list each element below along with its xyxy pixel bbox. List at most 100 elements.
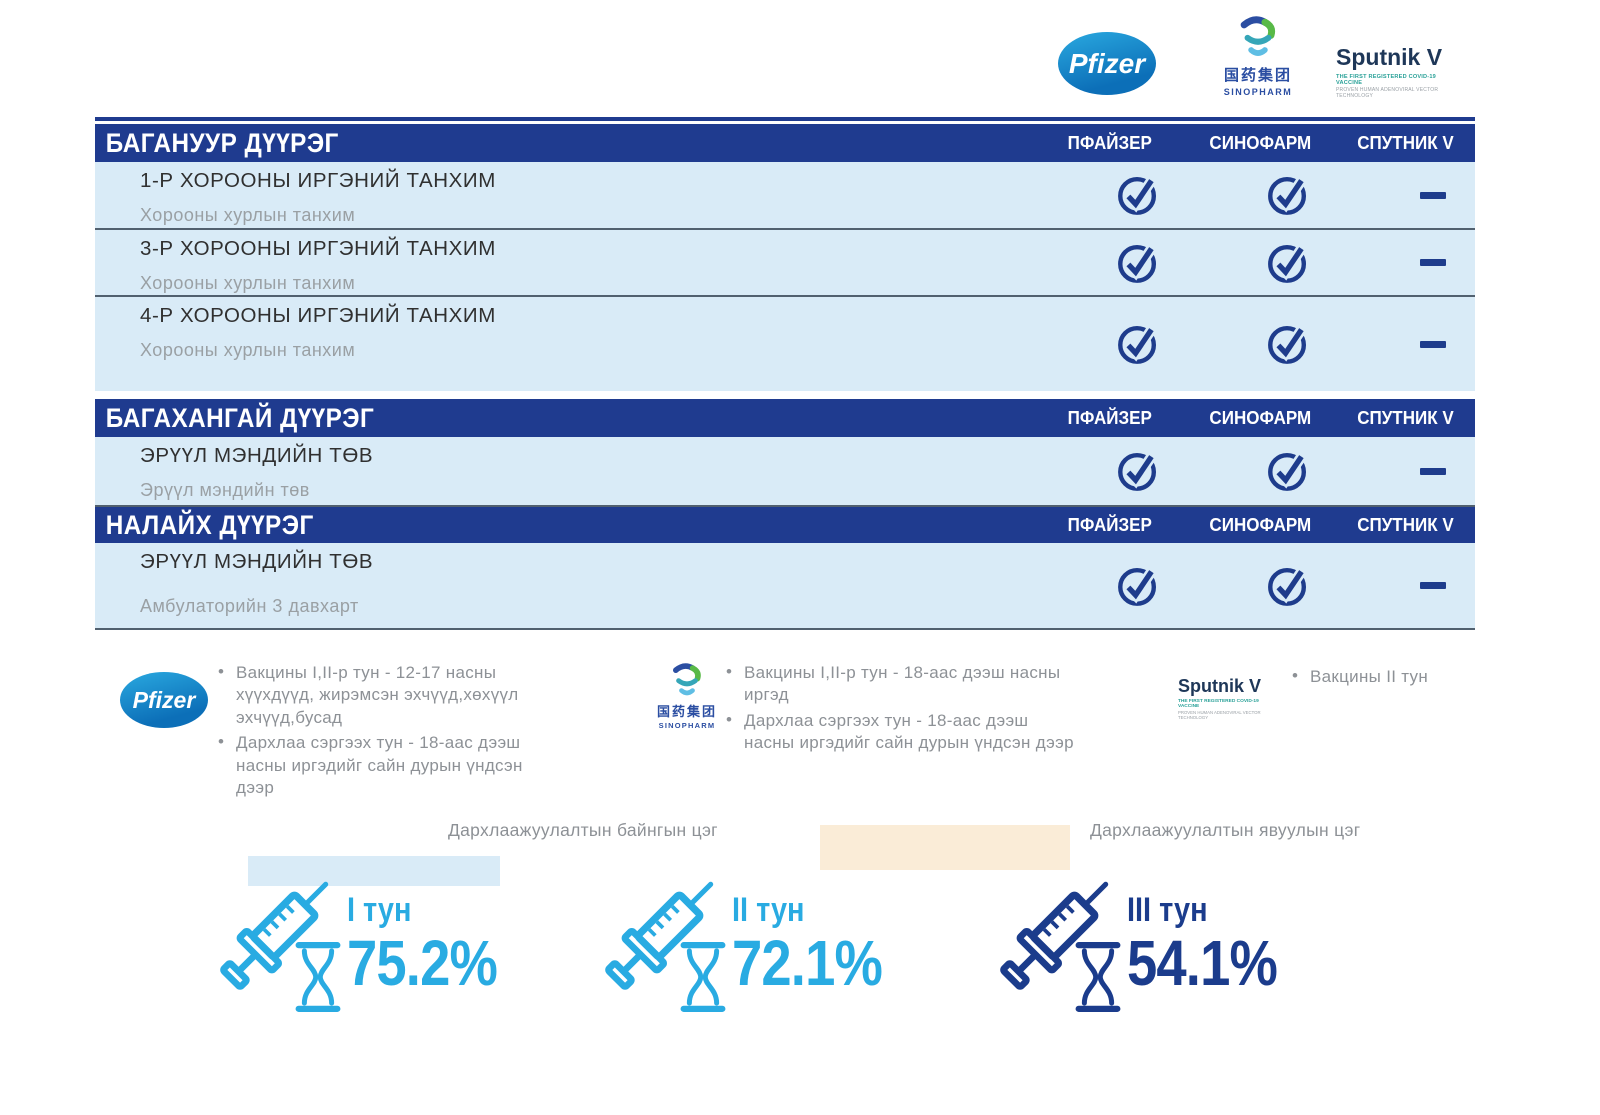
dose-label: II тун [732, 891, 805, 929]
column-header-sputnik: СПУТНИК V [1356, 514, 1454, 535]
check-circle-icon [1115, 240, 1161, 286]
pfizer-logo-text: Pfizer [1068, 47, 1146, 79]
pfizer-logo: Pfizer [1058, 32, 1156, 95]
pfizer-logo-text: Pfizer [132, 686, 196, 713]
section-header-bagakhangai: БАГАХАНГАЙ ДҮҮРЭГ ПФАЙЗЕР СИНОФАРМ СПУТН… [95, 399, 1475, 437]
district-title: БАГАХАНГАЙ ДҮҮРЭГ [105, 402, 375, 433]
dose-percentage: 75.2% [347, 927, 498, 999]
availability-sinopharm [1185, 162, 1335, 228]
check-circle-icon [1265, 448, 1311, 494]
sputnik-logo-text: Sputnik V [1336, 44, 1443, 70]
check-circle-icon [1115, 563, 1161, 609]
district-vaccine-table: БАГАНУУР ДҮҮРЭГ ПФАЙЗЕР СИНОФАРМ СПУТНИК… [95, 117, 1475, 630]
sputnik-logo-text: Sputnik V [1178, 676, 1262, 696]
availability-sputnik [1335, 162, 1475, 228]
dose-label: III тун [1127, 891, 1208, 929]
coverage-stat-dose-1: I тун 75.2% [205, 845, 535, 1030]
site-subtitle: Хорооны хурлын танхим [140, 273, 356, 293]
hourglass-icon [293, 933, 343, 1021]
sputnik-tagline-2: PROVEN HUMAN ADENOVIRAL VECTOR TECHNOLOG… [1336, 87, 1439, 99]
check-circle-icon [1265, 321, 1311, 367]
sputnik-logo: Sputnik V THE FIRST REGISTERED COVID-19 … [1178, 676, 1278, 720]
section-gap [95, 391, 1475, 399]
section-header-baganuur: БАГАНУУР ДҮҮРЭГ ПФАЙЗЕР СИНОФАРМ СПУТНИК… [95, 124, 1475, 162]
table-row: 1-Р ХОРООНЫ ИРГЭНИЙ ТАНХИМ Хорооны хурлы… [95, 162, 1475, 228]
availability-pfizer [1035, 543, 1185, 628]
dose-label: I тун [347, 891, 412, 929]
sputnik-logo: Sputnik V THE FIRST REGISTERED COVID-19 … [1336, 44, 1456, 99]
availability-pfizer [1035, 230, 1185, 295]
sputnik-tagline-1: THE FIRST REGISTERED COVID-19 VACCINE [1336, 74, 1436, 86]
availability-sputnik [1335, 297, 1475, 391]
hourglass-icon [1073, 933, 1123, 1021]
availability-sinopharm [1185, 437, 1335, 505]
column-header-sputnik: СПУТНИК V [1356, 132, 1454, 153]
dose-percentage: 72.1% [732, 927, 883, 999]
coverage-stat-dose-2: II тун 72.1% [590, 845, 920, 1030]
dash-icon [1420, 467, 1446, 475]
site-title: ЭРҮҮЛ МЭНДИЙН ТӨВ [140, 444, 374, 467]
availability-pfizer [1035, 437, 1185, 505]
site-title: 4-Р ХОРООНЫ ИРГЭНИЙ ТАНХИМ [140, 304, 496, 327]
check-circle-icon [1265, 172, 1311, 218]
site-subtitle: Хорооны хурлын танхим [140, 205, 356, 225]
dose-percentage: 54.1% [1127, 927, 1278, 999]
hourglass-icon [678, 933, 728, 1021]
dash-icon [1420, 191, 1446, 199]
sinopharm-wave-icon [666, 660, 708, 700]
sinopharm-logo: 国药集团 SINOPHARM [648, 660, 726, 730]
column-header-sinopharm: СИНОФАРМ [1209, 407, 1311, 428]
availability-sinopharm [1185, 297, 1335, 391]
availability-pfizer [1035, 297, 1185, 391]
section-header-nalaikh: НАЛАЙХ ДҮҮРЭГ ПФАЙЗЕР СИНОФАРМ СПУТНИК V [95, 505, 1475, 543]
dash-icon [1420, 259, 1446, 266]
site-subtitle: Хорооны хурлын танхим [140, 340, 356, 360]
availability-sputnik [1335, 543, 1475, 628]
column-header-sinopharm: СИНОФАРМ [1209, 514, 1311, 535]
sinopharm-logo: 国药集团 SINOPHARM [1212, 12, 1304, 97]
site-subtitle: Амбулаторийн 3 давхарт [140, 596, 359, 616]
table-row: 3-Р ХОРООНЫ ИРГЭНИЙ ТАНХИМ Хорооны хурлы… [95, 228, 1475, 295]
column-header-pfizer: ПФАЙЗЕР [1067, 132, 1153, 153]
check-circle-icon [1115, 172, 1161, 218]
table-row: 4-Р ХОРООНЫ ИРГЭНИЙ ТАНХИМ Хорооны хурлы… [95, 295, 1475, 391]
sputnik-tagline-2: PROVEN HUMAN ADENOVIRAL VECTOR TECHNOLOG… [1178, 710, 1261, 720]
availability-sputnik [1335, 437, 1475, 505]
note-item: Вакцины I,II-р тун - 12-17 насны хүүхдүү… [214, 661, 562, 729]
sinopharm-wave-icon [1232, 12, 1284, 62]
column-header-sputnik: СПУТНИК V [1356, 407, 1454, 428]
site-title: 3-Р ХОРООНЫ ИРГЭНИЙ ТАНХИМ [140, 237, 496, 260]
availability-sputnik [1335, 230, 1475, 295]
pfizer-logo: Pfizer [120, 672, 208, 728]
availability-sinopharm [1185, 230, 1335, 295]
sinopharm-notes: Вакцины I,II-р тун - 18-аас дээш насны и… [722, 661, 1082, 758]
sinopharm-english-name: SINOPHARM [658, 721, 716, 730]
check-circle-icon [1265, 240, 1311, 286]
pfizer-notes: Вакцины I,II-р тун - 12-17 насны хүүхдүү… [214, 661, 562, 803]
legend-label-permanent-point: Дархлаажуулалтын байнгын цэг [448, 820, 718, 840]
district-title: НАЛАЙХ ДҮҮРЭГ [105, 509, 314, 540]
column-header-pfizer: ПФАЙЗЕР [1067, 514, 1153, 535]
check-circle-icon [1115, 321, 1161, 367]
legend-label-mobile-point: Дархлаажуулалтын явуулын цэг [1090, 820, 1361, 840]
sputnik-notes: Вакцины II тун [1288, 665, 1438, 691]
table-row: ЭРҮҮЛ МЭНДИЙН ТӨВ Эрүүл мэндийн төв [95, 437, 1475, 505]
note-item: Вакцины II тун [1288, 665, 1438, 688]
sinopharm-chinese-name: 国药集团 [656, 704, 717, 719]
sputnik-tagline-1: THE FIRST REGISTERED COVID-19 VACCINE [1178, 699, 1259, 709]
note-item: Дархлаа сэргээх тун - 18-аас дээш насны … [214, 731, 562, 799]
site-title: ЭРҮҮЛ МЭНДИЙН ТӨВ [140, 550, 374, 573]
availability-pfizer [1035, 162, 1185, 228]
check-circle-icon [1265, 563, 1311, 609]
table-row: ЭРҮҮЛ МЭНДИЙН ТӨВ Амбулаторийн 3 давхарт [95, 543, 1475, 628]
legend-swatch-permanent-point [248, 856, 500, 886]
column-header-sinopharm: СИНОФАРМ [1209, 132, 1311, 153]
district-title: БАГАНУУР ДҮҮРЭГ [105, 127, 339, 158]
dash-icon [1420, 340, 1446, 348]
legend-swatch-mobile-point [820, 825, 1070, 870]
sinopharm-english-name: SINOPHARM [1223, 87, 1293, 97]
availability-sinopharm [1185, 543, 1335, 628]
note-item: Вакцины I,II-р тун - 18-аас дээш насны и… [722, 661, 1082, 707]
site-subtitle: Эрүүл мэндийн төв [140, 480, 310, 500]
